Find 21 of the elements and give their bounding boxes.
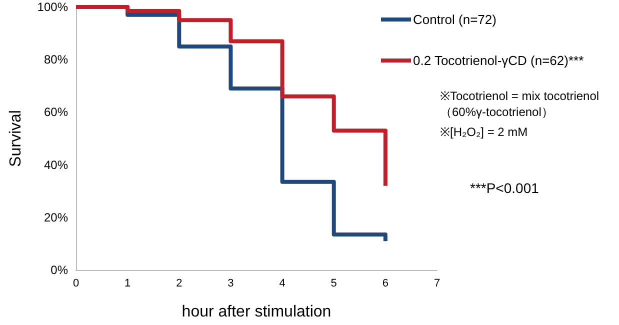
x-tick-label: 2: [176, 278, 182, 290]
y-axis-title: Survival: [8, 110, 24, 167]
x-tick-label: 0: [72, 278, 80, 290]
x-tick-label: 1: [124, 278, 131, 290]
x-tick-label: 5: [330, 278, 337, 290]
x-tick-label: 7: [434, 278, 440, 290]
x-tick-label: 3: [228, 278, 234, 290]
y-tick-label: 80%: [44, 52, 68, 67]
y-tick-label: 20%: [44, 210, 68, 224]
legend-label: 0.2 Tocotrienol-γCD (n=62)***: [413, 53, 584, 68]
y-tick-label: 60%: [44, 105, 68, 120]
x-axis-title: hour after stimulation: [182, 304, 332, 320]
text: ***P<0.001: [470, 180, 540, 196]
y-tick-label: 40%: [44, 158, 68, 172]
text: ※[H₂O₂] = 2 mM: [440, 125, 528, 139]
legend-label: Control (n=72): [413, 12, 496, 27]
y-tick-label: 0%: [50, 263, 68, 277]
text: ※Tocotrienol = mix tocotrienol （60%γ-tocotrienol）: [440, 89, 600, 119]
x-tick-label: 4: [279, 278, 286, 290]
x-tick-label: 6: [382, 278, 388, 290]
y-tick-label: 100%: [37, 0, 68, 14]
